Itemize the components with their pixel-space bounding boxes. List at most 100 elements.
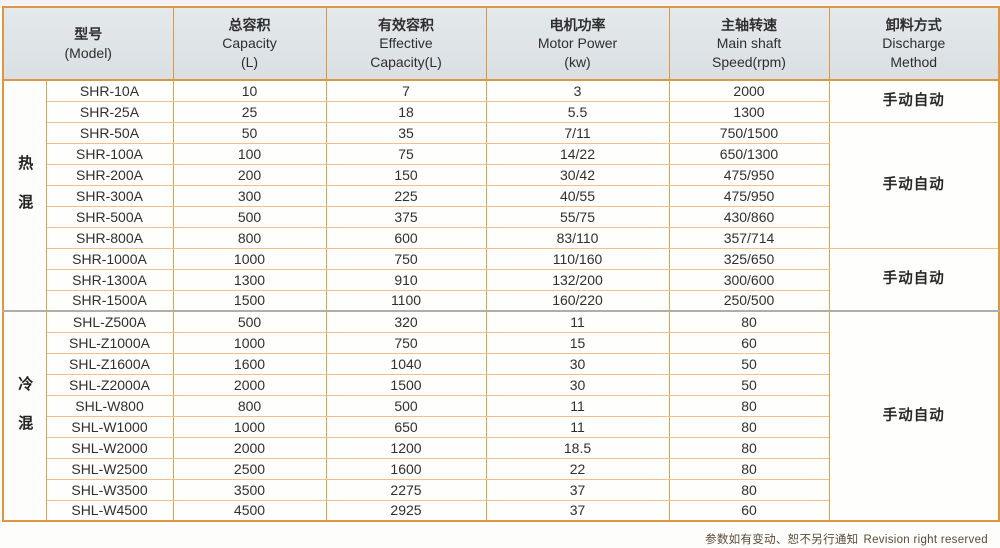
speed-cell: 80 xyxy=(668,394,830,417)
table-row: SHR-1500A 1500 1100 160/220 250/500 xyxy=(3,289,999,312)
effective-cell: 750 xyxy=(325,331,487,354)
header-speed: 主轴转速 Main shaft Speed(rpm) xyxy=(668,6,830,81)
table-row: SHL-W4500 4500 2925 37 60 xyxy=(3,499,999,522)
capacity-cell: 2000 xyxy=(172,436,327,459)
effective-cell: 150 xyxy=(325,163,487,186)
speed-cell: 60 xyxy=(668,499,830,522)
effective-cell: 1500 xyxy=(325,373,487,396)
power-cell: 30/42 xyxy=(485,163,670,186)
header-effective-unit: Capacity(L) xyxy=(370,53,442,70)
table-row: SHL-Z1600A 1600 1040 30 50 xyxy=(3,352,999,375)
revision-note-cn: 参数如有变动、恕不另行通知 xyxy=(705,534,859,546)
header-capacity-en: Capacity xyxy=(222,35,277,52)
power-cell: 3 xyxy=(485,79,670,102)
capacity-cell: 1000 xyxy=(172,331,327,354)
header-capacity-unit: (L) xyxy=(240,53,259,70)
power-cell: 30 xyxy=(485,352,670,375)
effective-cell: 225 xyxy=(325,184,487,207)
page-top-strip xyxy=(0,0,1000,5)
discharge-cell: 手动自动 xyxy=(828,121,1000,249)
power-cell: 132/200 xyxy=(485,268,670,291)
model-cell: SHR-200A xyxy=(45,163,174,186)
header-speed-en: Main shaft xyxy=(716,35,782,52)
effective-cell: 1600 xyxy=(325,457,487,480)
table-row: SHL-W2000 2000 1200 18.5 80 xyxy=(3,436,999,459)
effective-cell: 1040 xyxy=(325,352,487,375)
header-effective-en: Effective xyxy=(379,35,433,52)
speed-cell: 325/650 xyxy=(668,247,830,270)
header-effective: 有效容积 Effective Capacity(L) xyxy=(325,6,487,81)
power-cell: 30 xyxy=(485,373,670,396)
effective-cell: 1100 xyxy=(325,289,487,312)
speed-cell: 80 xyxy=(668,415,830,438)
speed-cell: 750/1500 xyxy=(668,121,830,144)
power-cell: 15 xyxy=(485,331,670,354)
power-cell: 11 xyxy=(485,310,670,333)
model-cell: SHR-1500A xyxy=(45,289,174,312)
effective-cell: 750 xyxy=(325,247,487,270)
model-cell: SHR-300A xyxy=(45,184,174,207)
effective-cell: 650 xyxy=(325,415,487,438)
capacity-cell: 1500 xyxy=(172,289,327,312)
header-effective-cn: 有效容积 xyxy=(378,16,434,33)
table-row: SHR-1300A 1300 910 132/200 300/600 xyxy=(3,268,999,291)
model-cell: SHL-Z500A xyxy=(45,310,174,333)
table-row: SHR-200A 200 150 30/42 475/950 xyxy=(3,163,999,186)
effective-cell: 500 xyxy=(325,394,487,417)
model-cell: SHL-Z1600A xyxy=(45,352,174,375)
model-cell: SHL-W4500 xyxy=(45,499,174,522)
capacity-cell: 1000 xyxy=(172,247,327,270)
power-cell: 40/55 xyxy=(485,184,670,207)
effective-cell: 2925 xyxy=(325,499,487,522)
header-power-unit: (kw) xyxy=(564,53,591,70)
table-row: SHL-W2500 2500 1600 22 80 xyxy=(3,457,999,480)
power-cell: 83/110 xyxy=(485,226,670,249)
speed-cell: 1300 xyxy=(668,100,830,123)
power-cell: 18.5 xyxy=(485,436,670,459)
effective-cell: 910 xyxy=(325,268,487,291)
model-cell: SHR-1000A xyxy=(45,247,174,270)
header-discharge-cn: 卸料方式 xyxy=(885,16,942,33)
speed-cell: 300/600 xyxy=(668,268,830,291)
revision-note-en: Revision right reserved xyxy=(863,534,988,546)
header-model-en: (Model) xyxy=(64,44,112,61)
speed-cell: 475/950 xyxy=(668,184,830,207)
header-model: 型号 (Model) xyxy=(2,6,174,81)
speed-cell: 80 xyxy=(668,436,830,459)
capacity-cell: 50 xyxy=(172,121,327,144)
power-cell: 160/220 xyxy=(485,289,670,312)
table-row: SHR-50A 50 35 7/11 750/1500 手动自动 xyxy=(3,121,1000,249)
discharge-cell: 手动自动 xyxy=(828,310,1000,522)
header-speed-cn: 主轴转速 xyxy=(721,16,777,33)
capacity-cell: 1000 xyxy=(172,415,327,438)
capacity-cell: 1300 xyxy=(172,268,327,291)
model-cell: SHR-50A xyxy=(45,121,174,144)
speed-cell: 475/950 xyxy=(668,163,830,186)
power-cell: 11 xyxy=(485,415,670,438)
effective-cell: 1200 xyxy=(325,436,487,459)
effective-cell: 35 xyxy=(325,121,487,144)
model-cell: SHR-25A xyxy=(45,100,174,123)
model-cell: SHL-W3500 xyxy=(45,478,174,501)
model-cell: SHL-W1000 xyxy=(45,415,174,438)
table-row: SHL-W3500 3500 2275 37 80 xyxy=(3,478,999,501)
power-cell: 11 xyxy=(485,394,670,417)
table-row: SHR-800A 800 600 83/110 357/714 xyxy=(3,226,999,249)
header-row: 型号 (Model) 总容积 Capacity (L) 有效容积 Effecti… xyxy=(2,6,1000,81)
speed-cell: 80 xyxy=(668,457,830,480)
effective-cell: 18 xyxy=(325,100,487,123)
power-cell: 55/75 xyxy=(485,205,670,228)
capacity-cell: 2500 xyxy=(172,457,327,480)
capacity-cell: 800 xyxy=(172,226,327,249)
effective-cell: 75 xyxy=(325,142,487,165)
section-label-hot-mix: 热混 xyxy=(2,79,47,312)
model-cell: SHL-W2500 xyxy=(45,457,174,480)
speed-cell: 60 xyxy=(668,331,830,354)
speed-cell: 50 xyxy=(668,373,830,396)
table-row: SHR-300A 300 225 40/55 475/950 xyxy=(3,184,999,207)
model-cell: SHL-W2000 xyxy=(45,436,174,459)
model-cell: SHR-800A xyxy=(45,226,174,249)
spec-table: 型号 (Model) 总容积 Capacity (L) 有效容积 Effecti… xyxy=(2,6,1000,522)
capacity-cell: 2000 xyxy=(172,373,327,396)
table-row: SHL-W800 800 500 11 80 xyxy=(3,394,999,417)
